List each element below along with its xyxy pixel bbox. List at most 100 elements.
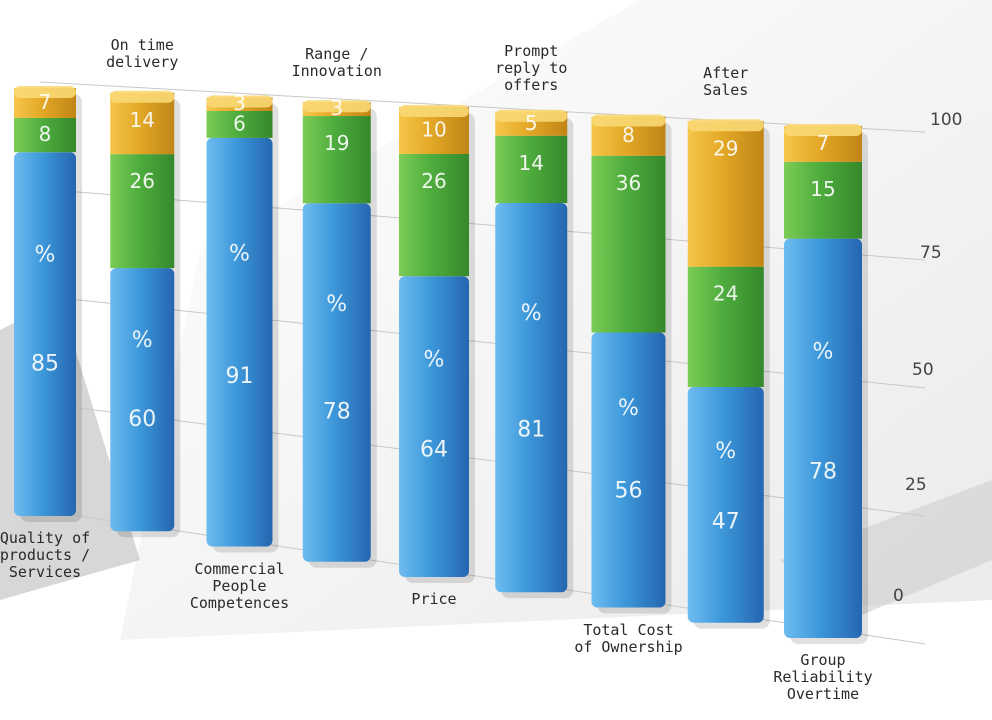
bar-value-label: 3 <box>233 91 246 115</box>
bar-column: 64% 26 10 <box>399 105 475 583</box>
bar-segment-series-2 <box>14 117 76 153</box>
percent-symbol: % <box>618 396 639 421</box>
bar-column: 60% 26 14 <box>110 90 181 538</box>
category-label-line: Quality of <box>0 529 91 547</box>
grid-line <box>39 295 926 389</box>
percent-symbol: % <box>132 328 153 353</box>
category-label-line: Reliability <box>773 668 873 686</box>
y-tick-label: 25 <box>905 475 927 495</box>
category-label: After Sales <box>703 65 748 99</box>
bar-value-label: 14 <box>130 108 155 132</box>
category-label-line: Prompt <box>504 41 559 60</box>
bar-value-label: 8 <box>39 122 52 146</box>
category-label-line: products / <box>0 546 91 564</box>
bar-value-label: 19 <box>324 131 349 155</box>
category-label: Price <box>411 591 456 608</box>
bars: 85%8760%261491%6378%19364%261081%14556%3… <box>14 86 868 644</box>
bar-value-label: 60 <box>128 407 156 432</box>
bar-top-cap <box>687 119 764 132</box>
bar-column: 78% 19 3 <box>302 96 377 568</box>
bar-value-label: 3 <box>330 96 343 120</box>
category-label: Commercial People Competences <box>189 559 290 612</box>
bar-segment-series-2 <box>399 154 469 277</box>
bar-value-label: 64 <box>420 438 448 463</box>
bar-segment-series-1 <box>110 268 175 532</box>
category-label-line: Commercial <box>194 559 285 578</box>
bar-column: 85% 8 7 <box>14 86 82 522</box>
category-label: Range / Innovation <box>292 46 382 80</box>
bar-top-cap <box>495 109 568 122</box>
bar-segment-series-1 <box>495 203 568 593</box>
bar-top-cap <box>784 124 862 136</box>
category-label-line: Sales <box>703 81 749 100</box>
bar-segment-series-2 <box>687 266 764 388</box>
bar-segment-series-2 <box>302 116 371 204</box>
category-label: Prompt reply to offers <box>495 41 568 94</box>
bar-column: 47% 24 29 <box>687 119 770 629</box>
bar-value-label: 26 <box>421 169 446 193</box>
y-tick-label: 50 <box>912 360 934 380</box>
bar-segment-series-1 <box>206 137 273 547</box>
percent-symbol: % <box>424 347 445 372</box>
grid-line <box>39 402 926 517</box>
bar-top-cap <box>14 86 76 98</box>
bar-segment-series-1 <box>302 203 371 562</box>
bar-segment-series-1 <box>14 152 76 516</box>
percent-symbol: % <box>326 292 347 317</box>
bar-segment-series-2 <box>110 154 175 269</box>
bar-segment-series-1 <box>399 276 469 577</box>
bar-segment-series-1 <box>687 387 764 623</box>
grid-line <box>39 81 926 133</box>
bar-segment-series-2 <box>495 135 568 204</box>
category-label-line: On time <box>110 35 174 54</box>
category-label-line: Range / <box>305 45 369 64</box>
category-label: Quality of products / Services <box>0 530 90 581</box>
bar-column: 81% 14 5 <box>495 109 574 599</box>
category-label: Total Cost of Ownership <box>574 620 683 656</box>
category-label-line: Total Cost <box>583 620 674 639</box>
bar-segment-series-1 <box>591 332 666 608</box>
y-tick-label: 0 <box>893 586 904 606</box>
bar-top-cap <box>399 105 469 117</box>
percent-symbol: % <box>813 339 834 364</box>
category-label-line: Price <box>411 590 457 608</box>
bar-value-label: 7 <box>39 90 52 114</box>
grid-lines <box>39 81 926 645</box>
bar-value-label: 36 <box>616 171 641 195</box>
bar-value-label: 6 <box>233 111 246 135</box>
category-label-line: of Ownership <box>574 637 683 656</box>
bar-top-cap <box>591 114 666 127</box>
bar-value-label: 15 <box>810 177 835 201</box>
grid-line <box>39 509 926 645</box>
bar-top-cap <box>110 90 175 103</box>
bar-segment-series-1 <box>784 238 862 638</box>
bar-value-label: 81 <box>517 418 545 443</box>
bar-value-label: 47 <box>712 509 740 534</box>
category-label-line: delivery <box>106 52 179 71</box>
bar-value-label: 24 <box>713 282 738 306</box>
category-label-line: offers <box>504 75 559 94</box>
y-tick-label: 75 <box>920 243 942 263</box>
percent-symbol: % <box>229 241 250 266</box>
bar-column: 56% 36 8 <box>591 114 672 614</box>
bar-segment-series-3 <box>110 92 175 155</box>
bar-segment-series-2 <box>784 161 862 239</box>
bar-value-label: 91 <box>226 364 254 389</box>
bar-value-label: 29 <box>713 136 738 160</box>
category-label-line: Competences <box>189 593 290 612</box>
bar-value-label: 8 <box>622 123 635 147</box>
bar-value-label: 56 <box>615 479 643 504</box>
bar-top-cap <box>302 100 371 113</box>
bar-value-label: 78 <box>809 459 837 484</box>
bar-column: 91% 63 <box>206 91 279 553</box>
percent-symbol: % <box>35 242 56 267</box>
y-tick-label: 100 <box>930 110 963 130</box>
bar-value-label: 5 <box>525 111 538 135</box>
category-label-line: Group <box>800 651 846 669</box>
bar-top-cap <box>206 95 273 108</box>
percent-symbol: % <box>521 301 542 326</box>
category-label-line: reply to <box>495 58 568 77</box>
category-label-line: People <box>212 576 267 595</box>
bar-segment-series-2 <box>206 110 273 138</box>
bar-value-label: 78 <box>323 399 351 424</box>
